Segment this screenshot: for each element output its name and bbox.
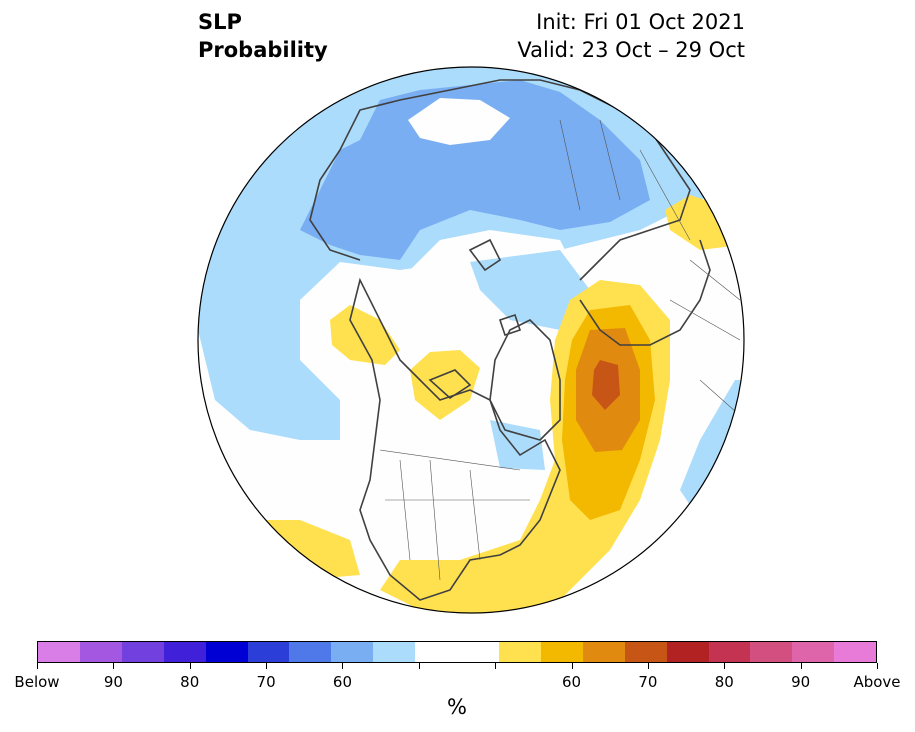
colorbar-cell <box>834 642 877 662</box>
colorbar-cell <box>373 642 416 662</box>
colorbar-tick <box>418 663 420 669</box>
colorbar-tick-label: 80 <box>180 673 200 691</box>
colorbar-cell <box>38 642 80 662</box>
colorbar-tick <box>113 663 115 669</box>
init-date: Init: Fri 01 Oct 2021 <box>536 10 745 34</box>
colorbar-cell <box>247 642 290 662</box>
colorbar-tick-label: 70 <box>256 673 276 691</box>
colorbar-cell <box>121 642 164 662</box>
below-70-area <box>300 80 650 260</box>
colorbar-tick <box>800 663 802 669</box>
colorbar-cell <box>582 642 625 662</box>
variable-label: SLP <box>198 10 242 34</box>
colorbar-tick <box>571 663 573 669</box>
colorbar-cell <box>792 642 835 662</box>
date-info: Init: Fri 01 Oct 2021 Valid: 23 Oct – 29… <box>517 8 745 64</box>
colorbar-tick <box>342 663 344 669</box>
colorbar-cell <box>331 642 374 662</box>
valid-date: Valid: 23 Oct – 29 Oct <box>517 38 745 62</box>
colorbar-cell <box>289 642 332 662</box>
colorbar-tick <box>189 663 191 669</box>
colorbar-cell <box>415 642 458 662</box>
colorbar-tick-label: 90 <box>103 673 123 691</box>
probability-field <box>198 67 744 613</box>
colorbar-tick-label: 90 <box>791 673 811 691</box>
subtitle-label: Probability <box>198 38 328 62</box>
colorbar-cell <box>750 642 793 662</box>
colorbar-tick-label: 70 <box>638 673 658 691</box>
colorbar-cell <box>498 642 541 662</box>
globe-border <box>197 66 745 614</box>
colorbar-cell <box>79 642 122 662</box>
colorbar-tick-label: 60 <box>332 673 352 691</box>
colorbar-cell <box>205 642 248 662</box>
colorbar-tick <box>724 663 726 669</box>
map-title: SLP Probability <box>198 8 328 64</box>
colorbar-tick <box>37 663 38 669</box>
colorbar-cell <box>163 642 206 662</box>
colorbar-tick <box>266 663 268 669</box>
colorbar-tick-label: Above <box>853 673 901 691</box>
colorbar-tick <box>647 663 649 669</box>
colorbar <box>37 641 877 663</box>
colorbar-cell <box>457 642 499 662</box>
colorbar-cell <box>708 642 751 662</box>
above-60-area <box>330 305 400 365</box>
colorbar-cell <box>666 642 709 662</box>
colorbar-tick-label: 60 <box>561 673 582 691</box>
colorbar-cell <box>624 642 667 662</box>
colorbar-tick <box>495 663 497 669</box>
colorbar-tick-label: Below <box>14 673 60 691</box>
polar-map <box>197 66 745 614</box>
borders <box>379 119 744 581</box>
colorbar-tick <box>877 663 878 669</box>
colorbar-tick-label: 80 <box>714 673 734 691</box>
colorbar-cell <box>540 642 583 662</box>
colorbar-unit: % <box>447 695 467 719</box>
